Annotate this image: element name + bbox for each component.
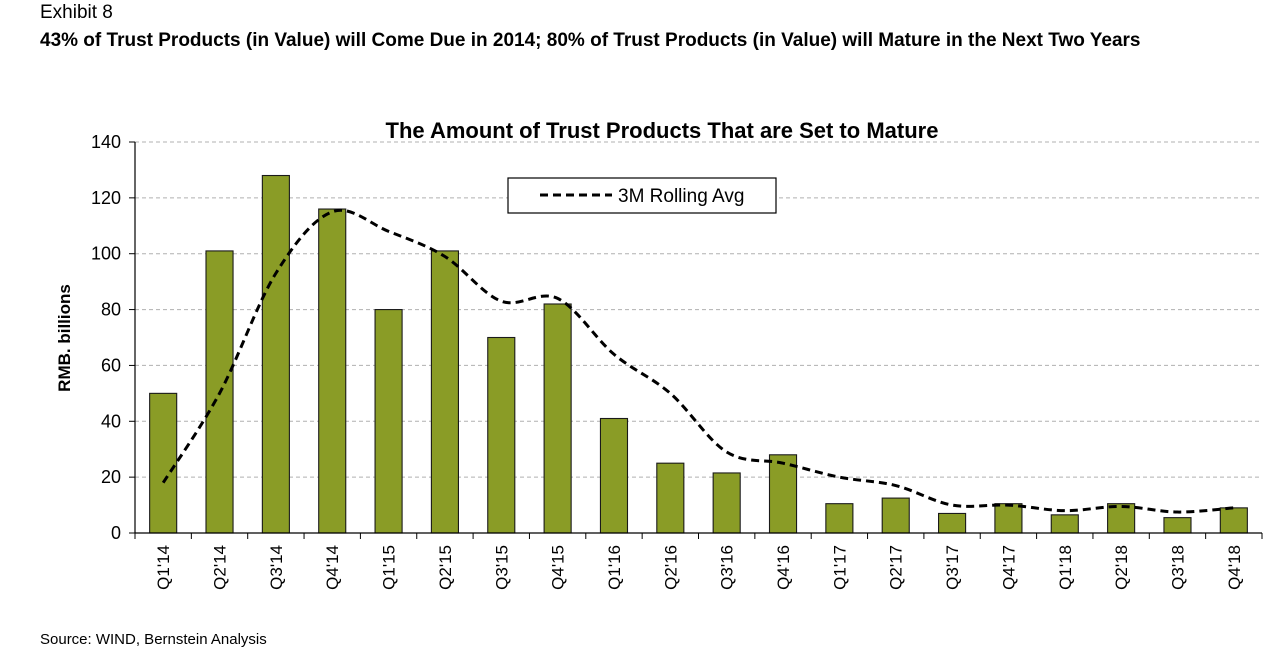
x-tick-label: Q4'14: [323, 545, 342, 590]
x-tick-label: Q2'17: [887, 545, 906, 590]
bar: [712, 472, 741, 534]
bar: [430, 250, 459, 534]
x-tick-label: Q2'14: [211, 545, 230, 590]
bar: [543, 303, 572, 534]
x-tick-label: Q1'15: [380, 545, 399, 590]
bar: [938, 512, 967, 534]
x-tick-label: Q1'16: [605, 545, 624, 590]
bar: [149, 392, 178, 534]
y-tick-label: 100: [91, 244, 121, 264]
bar: [881, 497, 910, 534]
y-tick-label: 140: [91, 132, 121, 152]
y-axis-label: RMB. billions: [55, 284, 74, 392]
rolling-avg-series: [161, 208, 1234, 514]
bar: [318, 208, 347, 534]
source-note: Source: WIND, Bernstein Analysis: [40, 631, 267, 648]
x-tick-label: Q3'16: [718, 545, 737, 590]
legend: 3M Rolling Avg: [507, 177, 777, 214]
y-tick-label: 80: [101, 300, 121, 320]
bar: [487, 336, 516, 534]
exhibit-label: Exhibit 8: [40, 2, 113, 23]
bar: [261, 174, 290, 534]
x-tick-label: Q1'18: [1056, 545, 1075, 590]
bars: [149, 174, 1248, 534]
y-tick-label: 120: [91, 188, 121, 208]
headline: 43% of Trust Products (in Value) will Co…: [40, 30, 1141, 51]
x-tick-label: Q3'15: [492, 545, 511, 590]
bar: [994, 503, 1023, 534]
chart-title: The Amount of Trust Products That are Se…: [386, 118, 939, 143]
x-tick-label: Q3'18: [1168, 545, 1187, 590]
x-tick-label: Q2'18: [1112, 545, 1131, 590]
x-tick-label: Q4'17: [999, 545, 1018, 590]
y-tick-label: 60: [101, 355, 121, 375]
gridlines: [135, 141, 1262, 478]
legend-box: [507, 177, 777, 214]
axes: [129, 141, 1263, 539]
bar: [1163, 517, 1192, 534]
x-tick-label: Q3'14: [267, 545, 286, 590]
y-tick-label: 0: [111, 523, 121, 543]
rolling-avg-line: [161, 208, 1234, 514]
x-tick-label: Q4'15: [549, 545, 568, 590]
bar: [1107, 503, 1136, 534]
bar: [825, 503, 854, 534]
y-tick-label: 40: [101, 411, 121, 431]
x-tick-label: Q2'16: [661, 545, 680, 590]
legend-label: 3M Rolling Avg: [618, 186, 744, 207]
bar: [656, 462, 685, 534]
bar: [1219, 507, 1248, 534]
y-tick-label: 20: [101, 467, 121, 487]
x-tick-label: Q2'15: [436, 545, 455, 590]
x-tick-label: Q4'18: [1225, 545, 1244, 590]
bar: [599, 417, 629, 534]
bar: [1050, 514, 1079, 534]
bar: [374, 309, 403, 534]
x-tick-label: Q3'17: [943, 545, 962, 590]
x-tick-label: Q1'17: [830, 545, 849, 590]
tick-labels: 0 20 40 60 80 100 120 140 Q1'14 Q2'14 Q3'14 Q4'14 Q1…: [91, 132, 1244, 590]
x-tick-label: Q1'14: [154, 545, 173, 590]
x-tick-label: Q4'16: [774, 545, 793, 590]
